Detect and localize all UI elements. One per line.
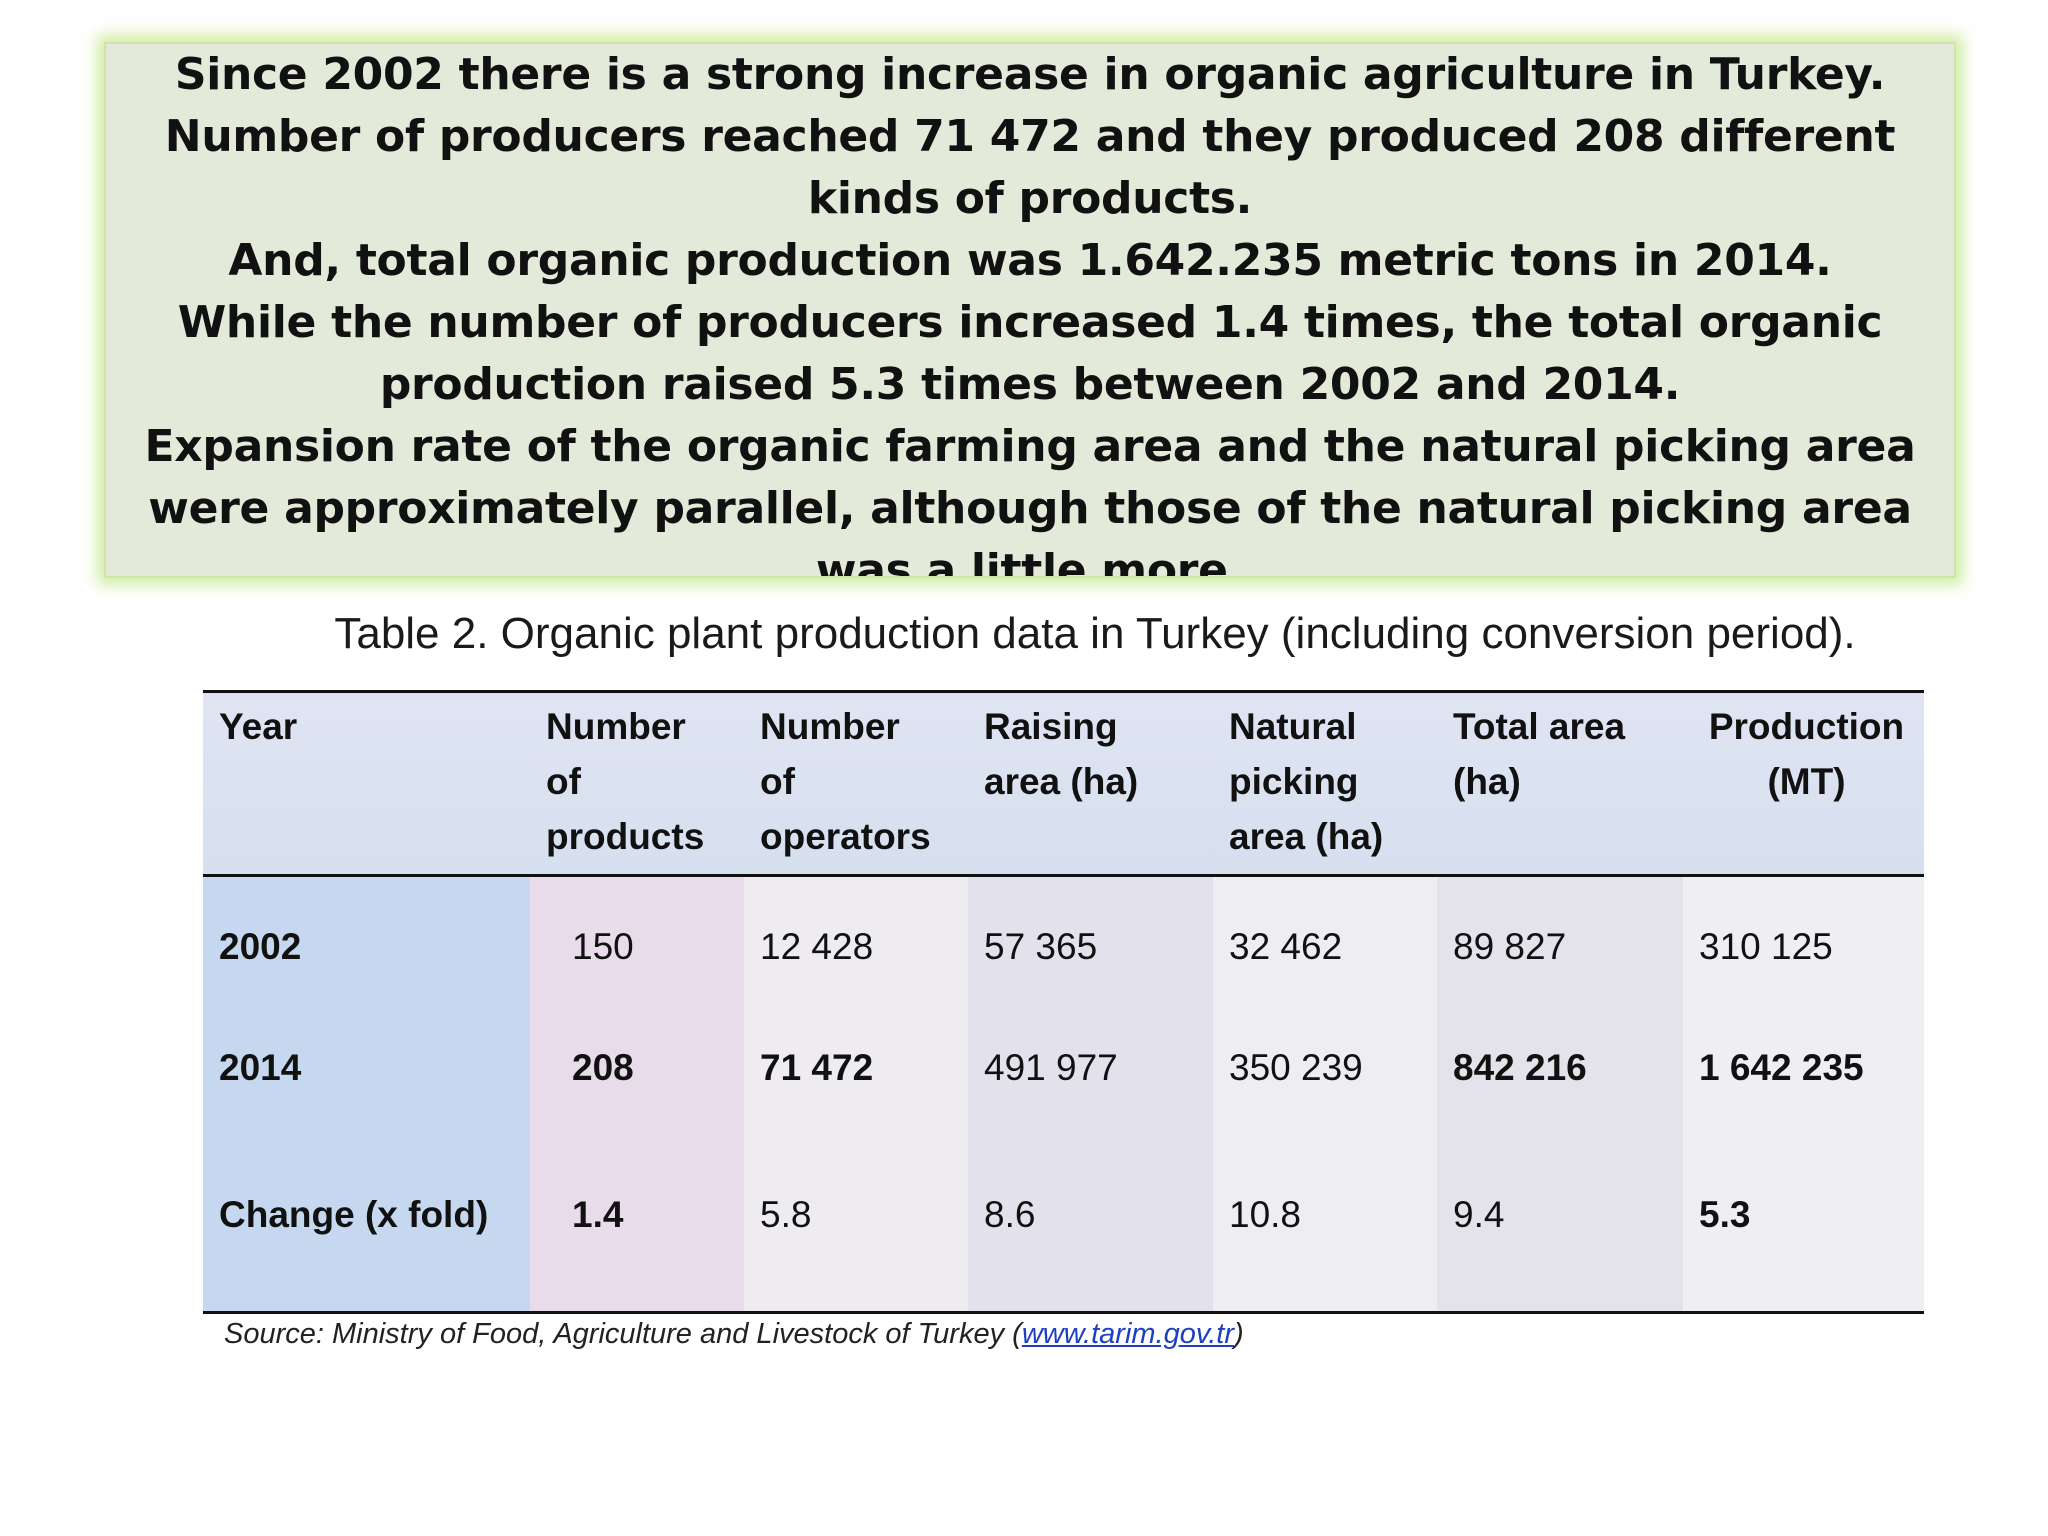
table-header-row: Year Number of products Number of operat… bbox=[203, 691, 1924, 877]
production-table: Year Number of products Number of operat… bbox=[203, 690, 1924, 1314]
table-cell: 350 239 bbox=[1213, 1017, 1437, 1119]
table-row-2014: 2014 208 71 472 491 977 350 239 842 216 … bbox=[203, 1017, 1924, 1119]
callout-line: While the number of producers increased … bbox=[177, 297, 1883, 348]
callout-line: were approximately parallel, although th… bbox=[148, 483, 1912, 534]
table-cell: 10.8 bbox=[1213, 1119, 1437, 1313]
table-cell: 2014 bbox=[203, 1017, 530, 1119]
table-cell: Change (x fold) bbox=[203, 1119, 530, 1313]
callout-line: was a little more. bbox=[815, 545, 1245, 578]
header-line: Total area bbox=[1453, 706, 1626, 747]
header-line: operators bbox=[760, 816, 931, 857]
header-line: area (ha) bbox=[1229, 816, 1384, 857]
header-line: products bbox=[546, 816, 705, 857]
table-cell: 1.4 bbox=[530, 1119, 744, 1313]
table-cell: 1 642 235 bbox=[1683, 1017, 1924, 1119]
source-prefix: Source: Ministry of Food, Agriculture an… bbox=[224, 1318, 1022, 1350]
table-cell: 2002 bbox=[203, 875, 530, 1017]
table-cell: 8.6 bbox=[968, 1119, 1213, 1313]
callout-line: production raised 5.3 times between 2002… bbox=[379, 359, 1681, 410]
callout-line: Since 2002 there is a strong increase in… bbox=[174, 49, 1886, 100]
header-line: area (ha) bbox=[984, 761, 1139, 802]
header-number-of-products: Number of products bbox=[530, 691, 744, 877]
header-raising-area: Raising area (ha) bbox=[968, 691, 1213, 877]
header-number-of-operators: Number of operators bbox=[744, 691, 968, 877]
header-line: (ha) bbox=[1453, 761, 1521, 802]
source-suffix: ) bbox=[1233, 1318, 1244, 1350]
table-cell: 208 bbox=[530, 1017, 744, 1119]
table-row-change: Change (x fold) 1.4 5.8 8.6 10.8 9.4 5.3 bbox=[203, 1119, 1924, 1313]
header-line: Number bbox=[546, 706, 686, 747]
callout-line: Expansion rate of the organic farming ar… bbox=[144, 421, 1916, 472]
callout-line: Number of producers reached 71 472 and t… bbox=[164, 111, 1896, 162]
callout-line: And, total organic production was 1.642.… bbox=[228, 235, 1832, 286]
table-cell: 57 365 bbox=[968, 875, 1213, 1017]
table-cell: 491 977 bbox=[968, 1017, 1213, 1119]
table-cell: 5.3 bbox=[1683, 1119, 1924, 1313]
table-cell: 32 462 bbox=[1213, 875, 1437, 1017]
callout-line: kinds of products. bbox=[807, 173, 1253, 224]
summary-callout: Since 2002 there is a strong increase in… bbox=[104, 42, 1956, 578]
header-line: of bbox=[760, 761, 795, 802]
header-line: (MT) bbox=[1767, 761, 1846, 802]
table-cell: 12 428 bbox=[744, 875, 968, 1017]
table-cell: 71 472 bbox=[744, 1017, 968, 1119]
table-caption: Table 2. Organic plant production data i… bbox=[334, 609, 1856, 658]
table-cell: 9.4 bbox=[1437, 1119, 1683, 1313]
table-cell: 842 216 bbox=[1437, 1017, 1683, 1119]
table-cell: 150 bbox=[530, 875, 744, 1017]
header-line: of bbox=[546, 761, 581, 802]
header-line: Number bbox=[760, 706, 900, 747]
header-line: Year bbox=[219, 706, 298, 747]
header-line: picking bbox=[1229, 761, 1359, 802]
table-cell: 89 827 bbox=[1437, 875, 1683, 1017]
header-production: Production (MT) bbox=[1683, 691, 1924, 877]
header-line: Natural bbox=[1229, 706, 1357, 747]
table-cell: 5.8 bbox=[744, 1119, 968, 1313]
header-line: Raising bbox=[984, 706, 1118, 747]
table-row-2002: 2002 150 12 428 57 365 32 462 89 827 310… bbox=[203, 875, 1924, 1017]
source-note: Source: Ministry of Food, Agriculture an… bbox=[224, 1316, 1244, 1352]
source-link[interactable]: www.tarim.gov.tr bbox=[1021, 1318, 1234, 1350]
table-cell: 310 125 bbox=[1683, 875, 1924, 1017]
header-natural-picking-area: Natural picking area (ha) bbox=[1213, 691, 1437, 877]
header-total-area: Total area (ha) bbox=[1437, 691, 1683, 877]
header-year: Year bbox=[203, 691, 530, 877]
header-line: Production bbox=[1708, 706, 1905, 747]
